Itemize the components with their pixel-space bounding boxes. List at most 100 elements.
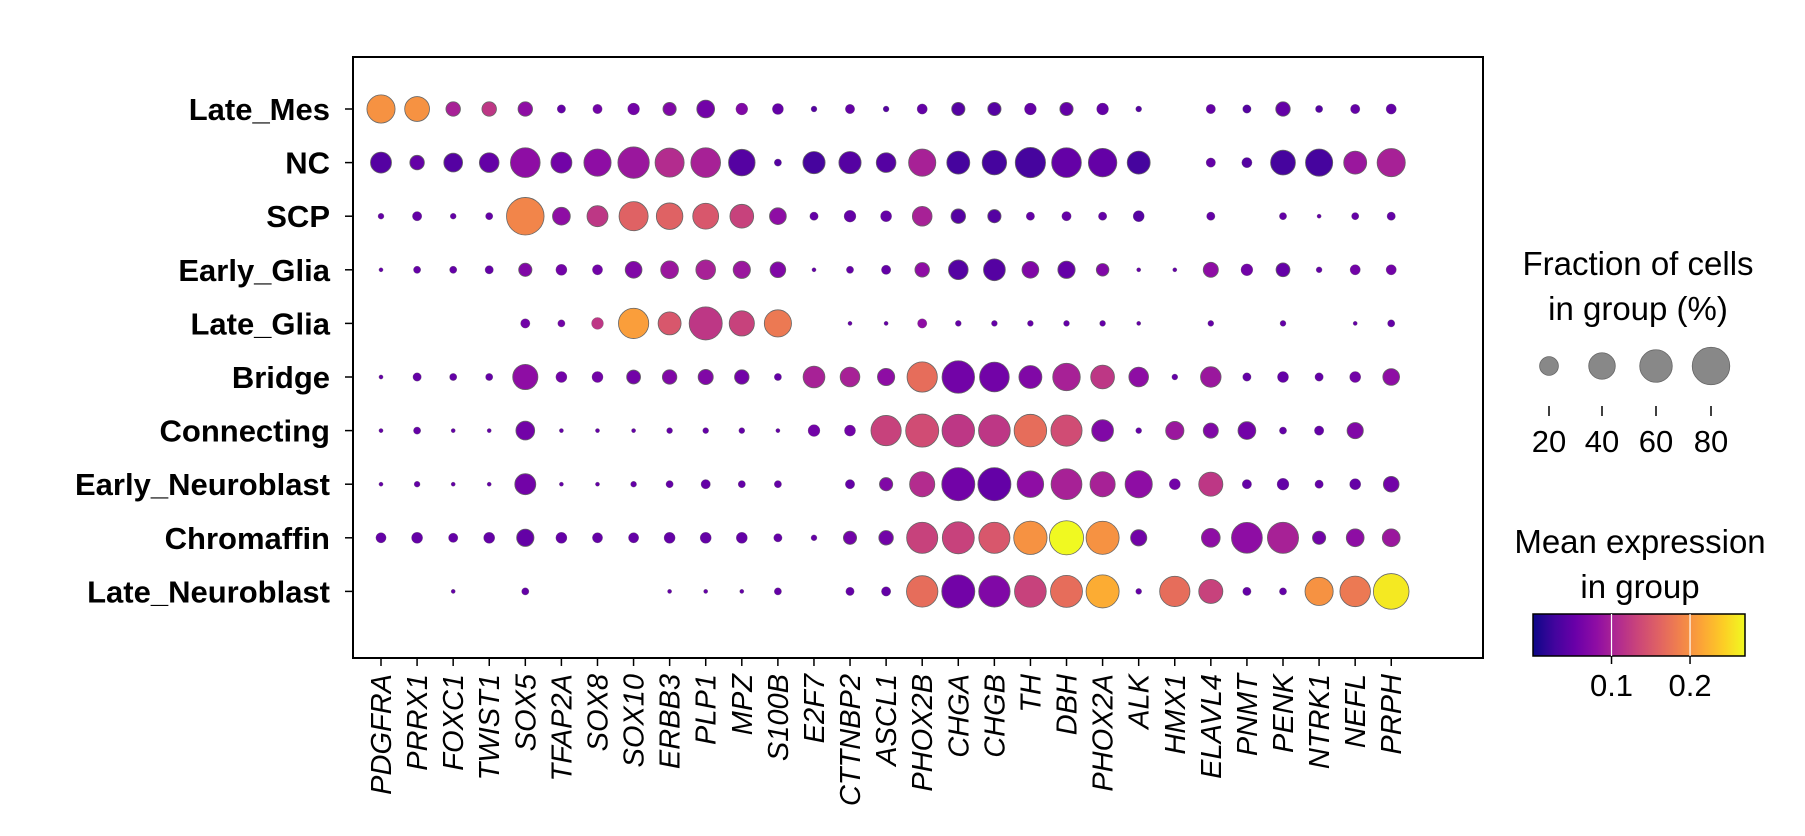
dot-Chromaffin-MPZ: [736, 532, 748, 544]
dot-Late_Glia-DBH: [1063, 320, 1070, 327]
dot-Connecting-ELAVL4: [1202, 422, 1219, 439]
dot-NC-NTRK1: [1305, 148, 1334, 177]
dot-Early_Neuroblast-TWIST1: [486, 481, 492, 487]
dot-Late_Neuroblast-NEFL: [1339, 575, 1371, 608]
dot-Late_Glia-TFAP2A: [557, 319, 566, 328]
dot-Connecting-ALK: [1135, 427, 1142, 434]
dot-Chromaffin-TWIST1: [483, 532, 495, 544]
dot-SCP-ELAVL4: [1206, 211, 1216, 221]
dot-NC-PNMT: [1241, 157, 1253, 168]
dot-Late_Neuroblast-PRPH: [1372, 573, 1410, 610]
dot-Early_Glia-CHGB: [983, 258, 1006, 282]
dot-NC-ASCL1: [875, 152, 897, 173]
dot-Chromaffin-TH: [1013, 520, 1048, 555]
dot-Early_Neuroblast-TH: [1016, 470, 1045, 498]
dot-Late_Mes-DBH: [1059, 101, 1074, 117]
dot-Connecting-SOX10: [631, 428, 636, 433]
colorbar: [1532, 613, 1746, 657]
dot-SCP-PDGFRA: [377, 213, 385, 220]
size-legend-label-80: 80: [1694, 424, 1728, 459]
gene-label-S100B: S100B: [763, 674, 795, 761]
dot-Chromaffin-PRPH: [1381, 528, 1401, 548]
dot-Early_Glia-FOXC1: [449, 266, 457, 274]
dot-Late_Glia-SOX5: [520, 318, 531, 329]
dot-Connecting-ASCL1: [870, 415, 902, 447]
dot-Late_Mes-CHGA: [951, 101, 966, 117]
size-legend-label-40: 40: [1585, 424, 1619, 459]
dot-Bridge-PHOX2B: [906, 361, 938, 393]
dot-Early_Neuroblast-PRRX1: [413, 481, 421, 488]
dot-Early_Glia-E2F7: [811, 267, 817, 273]
dot-Late_Glia-NEFL: [1352, 321, 1358, 326]
dot-Bridge-ELAVL4: [1200, 366, 1222, 388]
dot-Connecting-CHGA: [941, 413, 975, 448]
dot-SCP-PENK: [1279, 212, 1287, 220]
group-label-Chromaffin: Chromaffin: [165, 521, 330, 556]
plot-frame: [352, 56, 1484, 659]
dot-Bridge-S100B: [774, 373, 782, 381]
dot-SCP-PHOX2A: [1098, 211, 1107, 221]
group-label-Early_Glia: Early_Glia: [178, 253, 330, 288]
gene-label-PNMT: PNMT: [1232, 672, 1264, 756]
dot-Late_Glia-CHGB: [991, 320, 998, 327]
dot-Connecting-SOX5: [515, 420, 536, 441]
dot-Connecting-TWIST1: [486, 428, 492, 433]
dot-Late_Mes-PDGFRA: [366, 94, 396, 124]
dot-Bridge-ASCL1: [877, 367, 896, 387]
size-legend-dot-40: [1588, 352, 1616, 380]
size-legend-title-line1: Fraction of cells: [1522, 245, 1753, 282]
dot-SCP-PRPH: [1386, 211, 1396, 221]
gene-label-CTTNBP2: CTTNBP2: [835, 674, 867, 806]
dot-Bridge-PRPH: [1382, 368, 1400, 386]
dot-Late_Neuroblast-PHOX2B: [906, 575, 939, 608]
dot-Late_Glia-ASCL1: [883, 321, 889, 326]
dot-SCP-E2F7: [809, 211, 819, 221]
dot-Late_Glia-SOX10: [618, 307, 650, 339]
dot-Chromaffin-ASCL1: [878, 530, 894, 546]
size-legend-label-20: 20: [1532, 424, 1566, 459]
dot-Late_Mes-TWIST1: [481, 101, 497, 117]
dot-Bridge-PENK: [1277, 371, 1289, 383]
dot-Chromaffin-SOX10: [628, 532, 639, 544]
dot-SCP-S100B: [769, 207, 787, 226]
dot-Early_Glia-PNMT: [1240, 263, 1253, 276]
dot-Chromaffin-ERBB3: [663, 532, 676, 544]
dot-Chromaffin-PRRX1: [411, 532, 423, 544]
dot-Early_Glia-PRPH: [1385, 264, 1397, 276]
gene-label-NEFL: NEFL: [1340, 674, 1372, 748]
dot-SCP-PRRX1: [412, 211, 422, 222]
dot-Connecting-E2F7: [807, 424, 821, 437]
dot-Bridge-SOX8: [591, 371, 604, 383]
dot-Bridge-FOXC1: [449, 373, 457, 381]
dot-SCP-CHGB: [987, 209, 1002, 224]
gene-label-PRPH: PRPH: [1376, 674, 1408, 755]
size-legend-dot-20: [1539, 356, 1559, 376]
gene-label-TWIST1: TWIST1: [474, 674, 506, 780]
dot-Early_Neuroblast-PENK: [1276, 478, 1290, 491]
dot-Chromaffin-ELAVL4: [1201, 528, 1221, 548]
dot-NC-PLP1: [690, 147, 721, 178]
dot-Early_Neuroblast-CHGA: [941, 467, 976, 502]
dot-Chromaffin-PHOX2B: [906, 521, 939, 554]
dot-Connecting-PRRX1: [413, 426, 421, 435]
dot-Late_Mes-CHGB: [987, 101, 1002, 117]
dot-Late_Mes-SOX10: [627, 102, 640, 116]
dot-Early_Neuroblast-PLP1: [700, 479, 711, 490]
dot-Late_Neuroblast-ERBB3: [667, 589, 672, 594]
dot-Early_Neuroblast-PDGFRA: [378, 481, 384, 487]
dot-NC-TFAP2A: [550, 151, 573, 174]
size-legend-dot-60: [1639, 349, 1673, 383]
dot-NC-PENK: [1270, 149, 1296, 176]
dot-Early_Glia-DBH: [1057, 260, 1076, 279]
dot-Bridge-DBH: [1052, 362, 1081, 392]
dot-Late_Mes-SOX5: [517, 101, 533, 117]
dot-Late_Mes-PENK: [1275, 101, 1291, 117]
dot-Chromaffin-SOX8: [592, 532, 603, 544]
dot-Connecting-HMX1: [1165, 421, 1185, 441]
dot-Late_Mes-FOXC1: [445, 101, 461, 117]
dot-Early_Neuroblast-ERBB3: [665, 480, 674, 488]
color-legend: Mean expression in group 0.1 0.2: [1514, 523, 1765, 703]
dot-Early_Neuroblast-CTTNBP2: [845, 479, 855, 490]
dot-Connecting-NEFL: [1346, 422, 1364, 440]
dot-Late_Mes-MPZ: [735, 102, 748, 116]
